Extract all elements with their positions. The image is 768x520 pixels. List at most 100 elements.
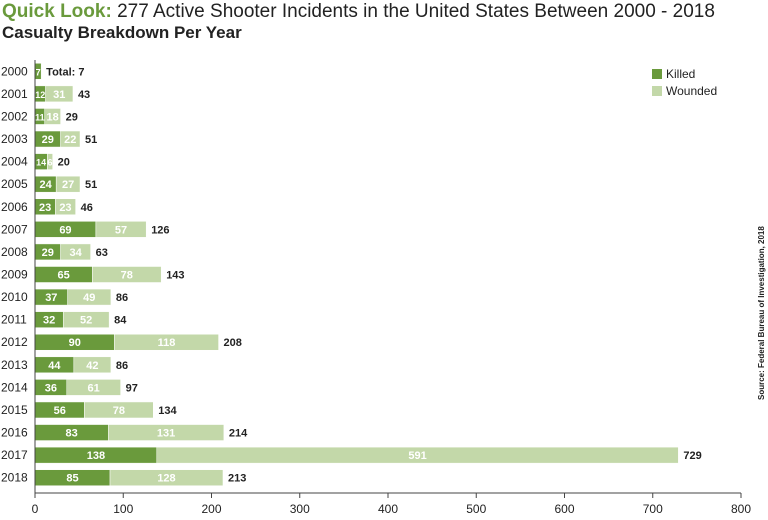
category-label: 2000: [1, 64, 28, 78]
total-label: 20: [58, 157, 70, 169]
data-label-killed: 85: [66, 473, 78, 485]
x-tick-label: 300: [290, 502, 310, 516]
data-label-killed: 32: [43, 315, 55, 327]
x-tick-label: 200: [201, 502, 221, 516]
category-label: 2008: [1, 245, 28, 259]
total-label: 729: [683, 450, 701, 462]
total-label: 51: [85, 179, 97, 191]
total-label: 46: [81, 202, 93, 214]
total-label: 126: [151, 224, 169, 236]
category-label: 2006: [1, 200, 28, 214]
category-label: 2016: [1, 426, 28, 440]
bar-wounded: [62, 311, 110, 328]
data-label-killed: 23: [39, 202, 51, 214]
legend-label-wounded: Wounded: [666, 84, 717, 98]
data-label-wounded: 31: [53, 89, 65, 101]
source-note: Source: Federal Bureau of Investigation,…: [757, 226, 766, 400]
title-main: 277 Active Shooter Incidents in the Unit…: [117, 1, 715, 22]
bar-wounded: [109, 469, 224, 486]
bar-wounded: [44, 108, 61, 125]
data-label-killed: 12: [35, 90, 45, 100]
category-label: 2005: [1, 177, 28, 191]
total-label: 213: [228, 473, 246, 485]
category-label: 2014: [1, 380, 28, 394]
category-label: 2007: [1, 222, 28, 236]
chart-header: Quick Look: 277 Active Shooter Incidents…: [2, 1, 762, 43]
data-label-wounded: 131: [157, 428, 175, 440]
data-label-killed: 138: [87, 450, 105, 462]
data-label-wounded: 78: [113, 405, 125, 417]
category-label: 2001: [1, 87, 28, 101]
data-label-killed: 56: [54, 405, 66, 417]
data-label-killed: 24: [39, 179, 52, 191]
total-label: 84: [114, 315, 127, 327]
category-label: 2010: [1, 290, 28, 304]
data-label-killed: 69: [59, 224, 71, 236]
category-label: 2013: [1, 358, 28, 372]
total-label: 134: [158, 405, 177, 417]
total-label: 214: [229, 428, 248, 440]
x-tick-label: 800: [731, 502, 751, 516]
bar-wounded: [45, 85, 74, 103]
bar-wounded: [47, 153, 53, 170]
data-label-killed: 7: [36, 67, 41, 77]
chart-subtitle: Casualty Breakdown Per Year: [2, 23, 242, 42]
data-label-killed: 83: [65, 428, 77, 440]
category-label: 2002: [1, 109, 28, 123]
category-label: 2012: [1, 335, 28, 349]
data-label-wounded: 18: [47, 111, 59, 123]
category-label: 2015: [1, 403, 28, 417]
total-label: 86: [116, 360, 128, 372]
data-label-wounded: 23: [59, 202, 71, 214]
bar-wounded: [114, 333, 219, 351]
total-label: 51: [85, 134, 97, 146]
total-label: 86: [116, 292, 128, 304]
total-label: 63: [96, 247, 108, 259]
data-label-wounded: 57: [115, 224, 127, 236]
x-tick-label: 500: [466, 502, 486, 516]
data-label-wounded: 78: [121, 270, 133, 282]
data-label-killed: 29: [42, 134, 54, 146]
legend-swatch-killed: [652, 69, 662, 79]
total-label: 208: [224, 337, 242, 349]
x-tick-label: 100: [113, 502, 133, 516]
x-tick-label: 0: [32, 502, 39, 516]
bar-wounded: [66, 379, 121, 396]
category-label: 2004: [1, 155, 28, 169]
category-label: 2017: [1, 448, 28, 462]
bar-wounded: [60, 243, 91, 261]
data-label-killed: 36: [45, 382, 57, 394]
category-label: 2018: [1, 471, 28, 485]
data-label-wounded: 42: [86, 360, 98, 372]
total-label: 29: [66, 111, 78, 123]
total-label: 97: [126, 382, 138, 394]
data-label-wounded: 6: [47, 158, 52, 168]
data-label-killed: 11: [35, 112, 45, 122]
bar-wounded: [156, 446, 679, 464]
bar-wounded: [60, 130, 81, 148]
data-label-killed: 90: [69, 337, 81, 349]
data-label-wounded: 128: [157, 473, 175, 485]
bar-wounded: [55, 175, 81, 193]
legend-swatch-wounded: [652, 86, 662, 96]
data-label-wounded: 118: [158, 337, 176, 349]
category-label: 2009: [1, 268, 28, 282]
data-label-killed: 37: [45, 292, 57, 304]
category-label: 2003: [1, 132, 28, 146]
bar-wounded: [73, 356, 112, 374]
x-tick-label: 600: [554, 502, 574, 516]
bar-wounded: [95, 221, 147, 238]
bar-wounded: [92, 266, 162, 283]
x-tick-label: 700: [643, 502, 663, 516]
data-label-wounded: 22: [64, 134, 76, 146]
total-label: 43: [78, 89, 90, 101]
total-label: Total: 7: [46, 66, 84, 78]
data-label-killed: 44: [48, 360, 61, 372]
data-label-killed: 14: [36, 158, 46, 168]
data-label-killed: 29: [42, 247, 54, 259]
chart-title: Quick Look: 277 Active Shooter Incidents…: [2, 1, 762, 23]
bar-wounded: [67, 288, 112, 306]
data-label-killed: 65: [58, 270, 70, 282]
data-label-wounded: 591: [408, 450, 426, 462]
